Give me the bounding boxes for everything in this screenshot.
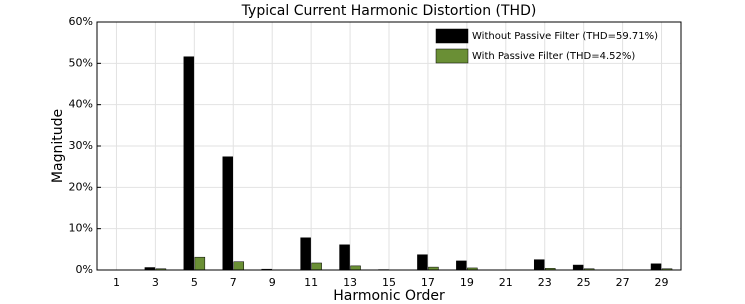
bar <box>233 261 245 271</box>
x-tick-label: 27 <box>616 276 630 289</box>
bar <box>311 262 322 271</box>
y-tick-label: 60% <box>69 15 93 28</box>
bar <box>533 259 545 271</box>
bar <box>183 56 195 271</box>
x-tick-label: 3 <box>152 276 159 289</box>
x-axis-label: Harmonic Order <box>333 288 445 304</box>
bar <box>350 265 361 271</box>
y-axis-label: Magnitude <box>50 109 66 183</box>
y-tick-label: 40% <box>69 98 93 111</box>
bar <box>339 244 350 271</box>
x-tick-label: 7 <box>230 276 237 289</box>
legend-label: Without Passive Filter (THD=59.71%) <box>472 31 658 42</box>
x-tick-label: 13 <box>343 276 357 289</box>
bar <box>417 254 428 271</box>
y-tick-label: 10% <box>69 222 93 235</box>
x-tick-label: 1 <box>113 276 120 289</box>
y-tick-label: 0% <box>76 263 93 276</box>
y-tick-label: 50% <box>69 56 93 69</box>
plot-frame <box>96 21 682 271</box>
legend-swatch <box>435 48 469 64</box>
x-tick-label: 19 <box>460 276 474 289</box>
x-tick-label: 17 <box>421 276 435 289</box>
bar <box>194 256 206 271</box>
x-tick-label: 11 <box>304 276 318 289</box>
x-tick-label: 29 <box>655 276 669 289</box>
x-tick-label: 25 <box>577 276 591 289</box>
legend-label: With Passive Filter (THD=4.52%) <box>472 51 635 62</box>
x-tick-label: 23 <box>538 276 552 289</box>
x-tick-label: 9 <box>269 276 276 289</box>
bar <box>222 156 234 271</box>
bar <box>572 264 584 271</box>
bar <box>300 237 311 271</box>
chart-title: Typical Current Harmonic Distortion (THD… <box>241 3 537 19</box>
bar <box>456 260 467 271</box>
bar <box>650 263 662 271</box>
y-tick-label: 30% <box>69 139 93 152</box>
x-tick-label: 5 <box>191 276 198 289</box>
y-tick-label: 20% <box>69 180 93 193</box>
x-tick-label: 21 <box>499 276 513 289</box>
x-tick-label: 15 <box>382 276 396 289</box>
legend-swatch <box>435 28 469 44</box>
